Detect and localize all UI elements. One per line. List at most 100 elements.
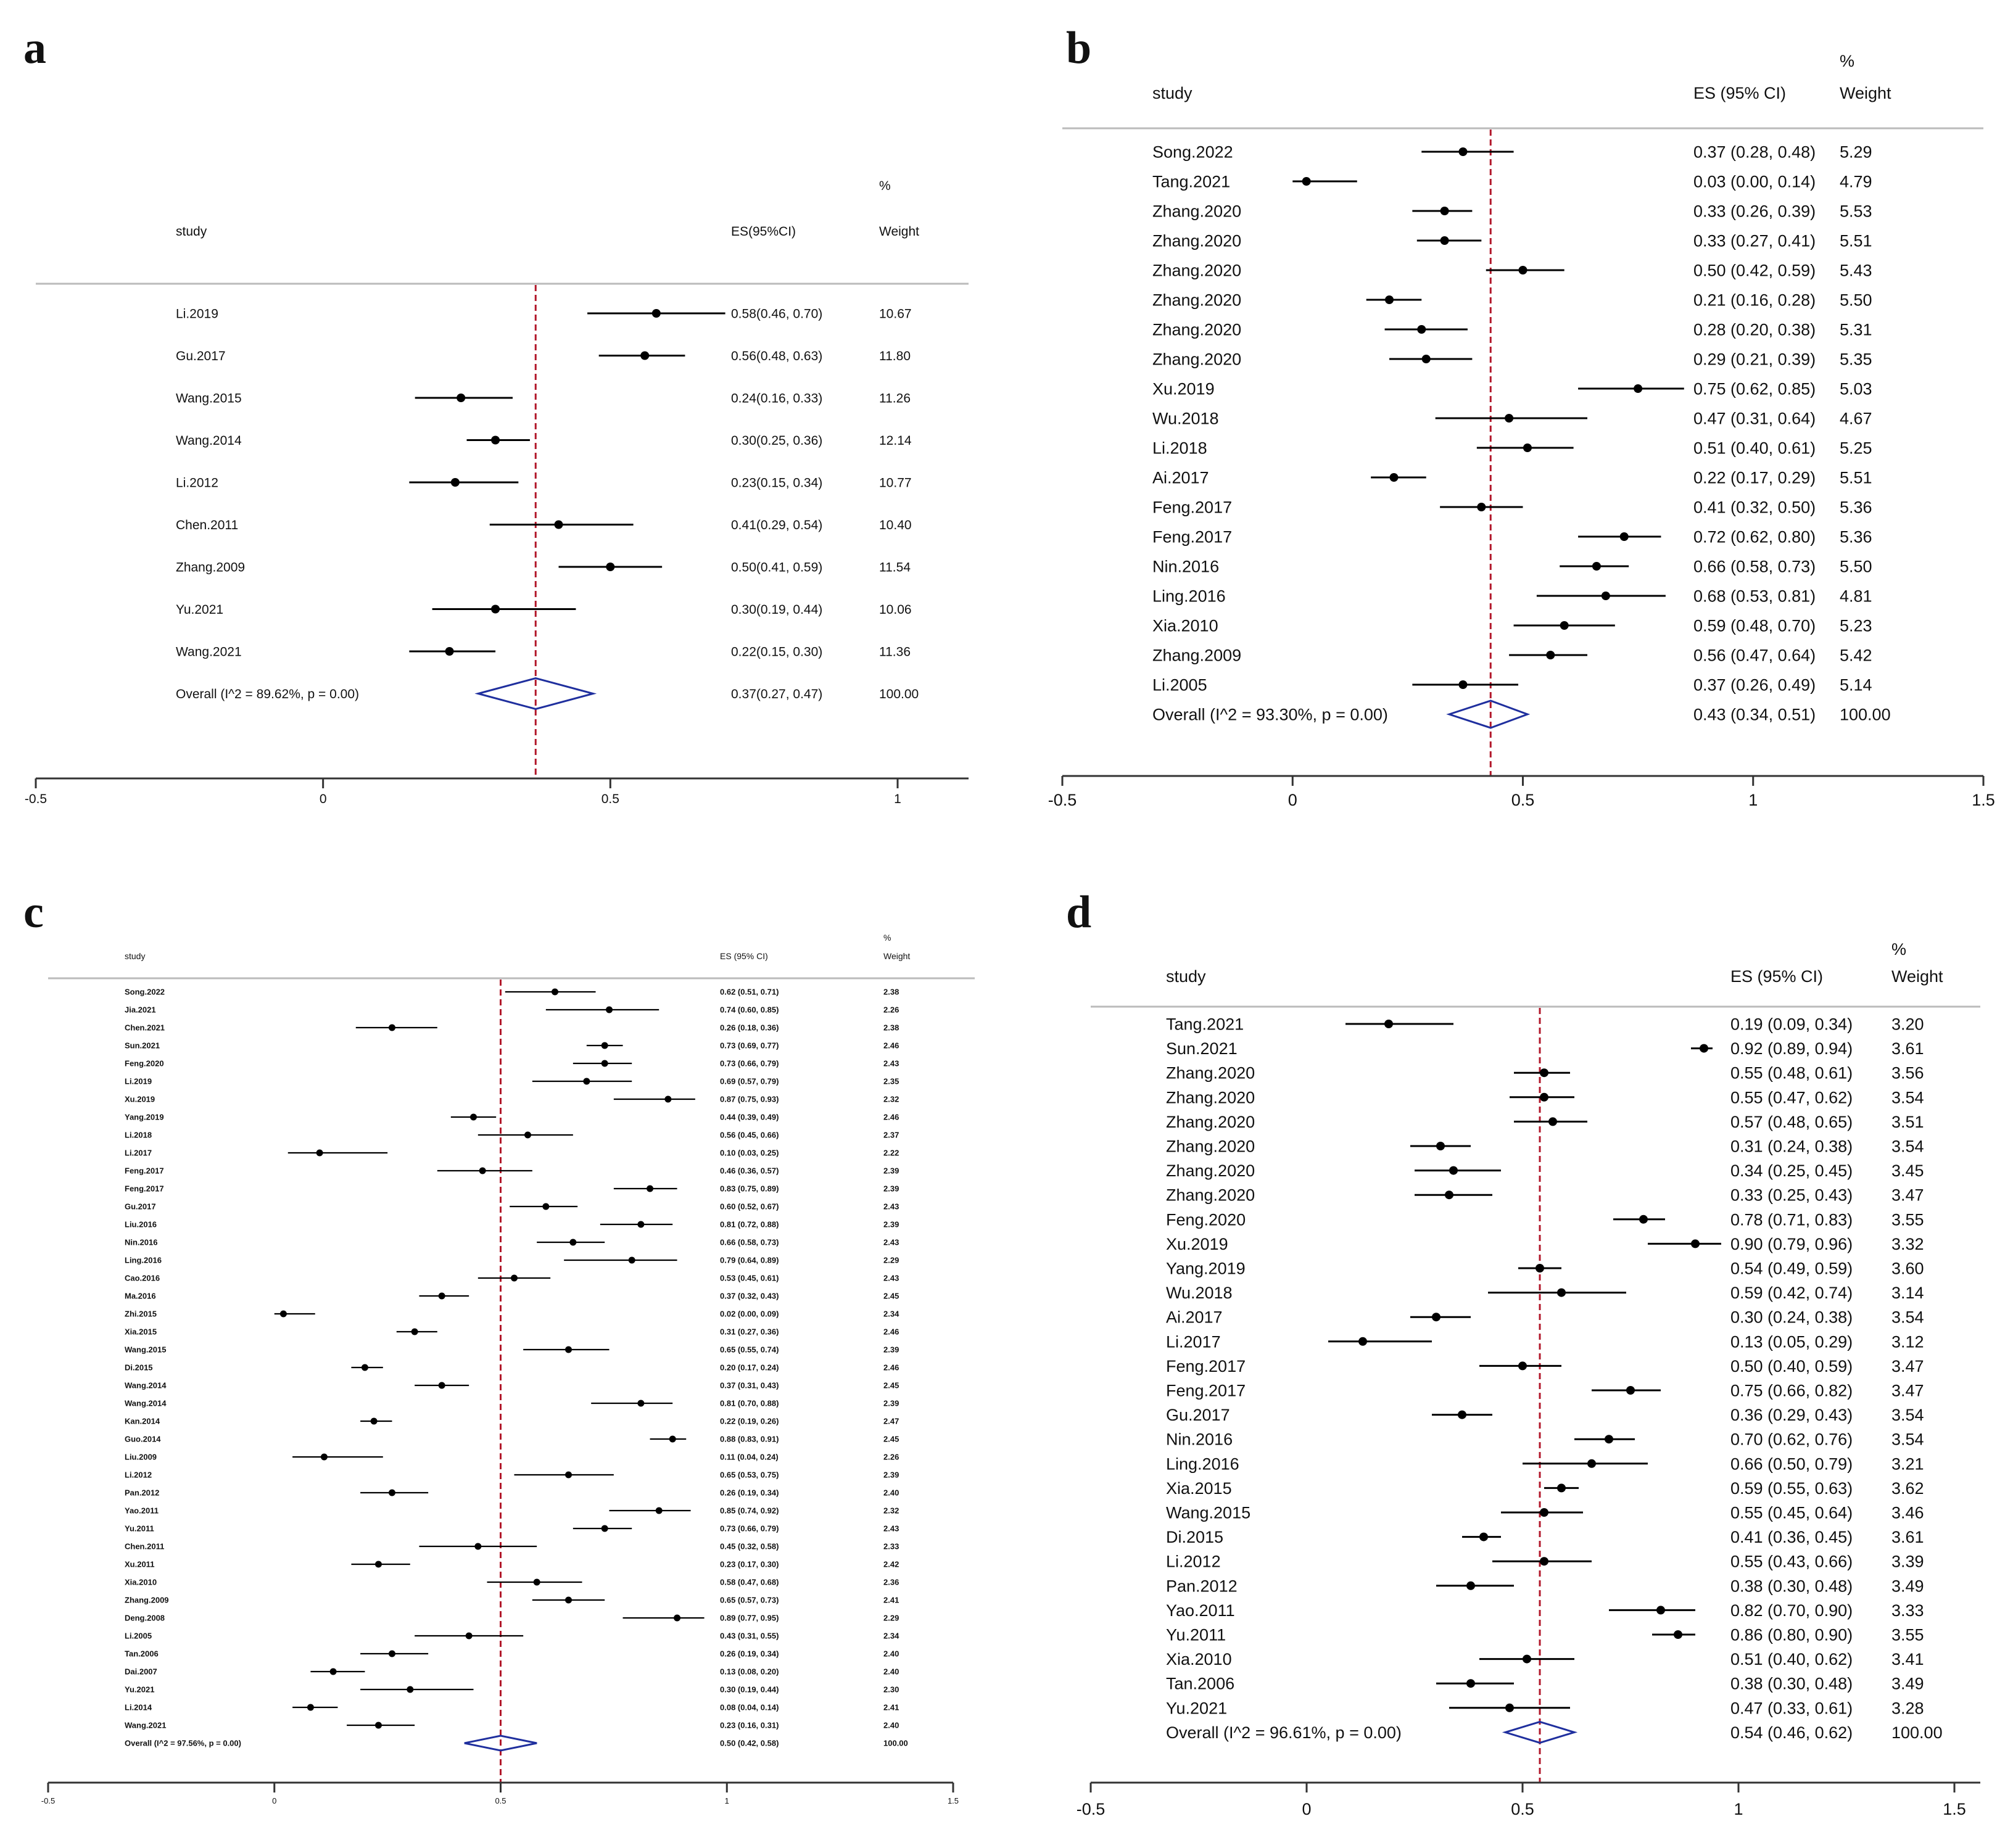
weight-label: 2.46 <box>883 1327 899 1337</box>
study-header: study <box>176 225 207 239</box>
effect-size-label: 0.65 (0.55, 0.74) <box>720 1345 779 1355</box>
x-tick-label: -0.5 <box>41 1796 55 1805</box>
overall-weight-label: 100.00 <box>883 1739 908 1748</box>
effect-size-label: 0.11 (0.04, 0.24) <box>720 1453 779 1462</box>
weight-percent-header: % <box>1891 940 1906 959</box>
effect-point <box>1440 236 1449 245</box>
effect-size-label: 0.51 (0.40, 0.62) <box>1730 1650 1853 1669</box>
weight-label: 5.25 <box>1840 439 1872 457</box>
weight-label: 2.40 <box>883 1667 899 1677</box>
effect-point <box>647 1185 654 1192</box>
study-label: Yu.2011 <box>125 1524 154 1533</box>
study-label: Xia.2010 <box>125 1578 157 1587</box>
effect-point <box>637 1221 645 1228</box>
effect-size-label: 0.58 (0.47, 0.68) <box>720 1578 779 1587</box>
weight-label: 2.39 <box>883 1220 899 1229</box>
overall-label: Overall (I^2 = 89.62%, p = 0.00) <box>176 687 359 701</box>
overall-diamond <box>474 677 597 711</box>
weight-percent-header: % <box>883 933 891 943</box>
study-label: Di.2015 <box>125 1363 153 1372</box>
study-label: Jia.2021 <box>125 1005 156 1015</box>
weight-label: 2.41 <box>883 1596 899 1605</box>
study-label: Li.2005 <box>1152 675 1207 694</box>
effect-point <box>1436 1142 1445 1150</box>
effect-point <box>640 351 650 360</box>
study-label: Sun.2021 <box>1166 1039 1238 1058</box>
weight-label: 3.54 <box>1891 1137 1924 1155</box>
overall-diamond <box>1446 699 1531 729</box>
effect-point <box>1466 1581 1475 1590</box>
effect-point <box>361 1364 368 1371</box>
weight-label: 5.29 <box>1840 142 1872 161</box>
study-label: Xia.2015 <box>1166 1479 1232 1498</box>
forest-panel-d: d study ES (95% CI)% Weight Tang.2021 0.19 (0… <box>1066 887 1980 1818</box>
effect-size-label: 0.37 (0.32, 0.43) <box>720 1292 779 1301</box>
panel-letter: d <box>1066 887 1091 938</box>
study-header: study <box>1152 84 1193 102</box>
x-tick-label: 0 <box>272 1796 276 1805</box>
effect-size-label: 0.30 (0.24, 0.38) <box>1730 1308 1853 1327</box>
panel-letter: b <box>1066 23 1091 73</box>
x-tick-label: -0.5 <box>1077 1800 1106 1818</box>
weight-label: 3.56 <box>1891 1064 1924 1083</box>
effect-point <box>1540 1092 1548 1102</box>
study-label: Li.2005 <box>125 1631 152 1641</box>
weight-label: 2.39 <box>883 1184 899 1194</box>
effect-point <box>1557 1483 1566 1493</box>
es-header: ES (95% CI) <box>1693 84 1786 102</box>
effect-size-label: 0.78 (0.71, 0.83) <box>1730 1210 1853 1229</box>
effect-size-label: 0.89 (0.77, 0.95) <box>720 1614 779 1623</box>
effect-point <box>320 1453 328 1461</box>
effect-size-label: 0.65 (0.57, 0.73) <box>720 1596 779 1605</box>
effect-point <box>552 988 559 996</box>
effect-size-label: 0.26 (0.19, 0.34) <box>720 1488 779 1498</box>
study-header: study <box>125 951 145 961</box>
study-label: Feng.2017 <box>1166 1357 1246 1376</box>
weight-label: 3.28 <box>1891 1699 1924 1717</box>
effect-size-label: 0.10 (0.03, 0.25) <box>720 1149 779 1158</box>
effect-point <box>445 647 454 656</box>
weight-label: 3.49 <box>1891 1675 1924 1693</box>
weight-label: 10.40 <box>879 518 912 532</box>
effect-point <box>1674 1630 1682 1639</box>
study-label: Guo.2014 <box>125 1435 161 1444</box>
weight-label: 2.32 <box>883 1095 899 1104</box>
overall-weight-label: 100.00 <box>879 687 919 701</box>
effect-point <box>669 1435 676 1443</box>
x-tick-label: 0 <box>320 792 327 806</box>
study-label: Xu.2019 <box>1152 379 1215 398</box>
study-label: Zhang.2020 <box>1166 1186 1255 1205</box>
weight-label: 2.33 <box>883 1542 899 1551</box>
effect-size-label: 0.57 (0.48, 0.65) <box>1730 1113 1853 1131</box>
effect-point <box>1626 1386 1635 1395</box>
weight-label: 2.39 <box>883 1166 899 1176</box>
x-tick-label: 0.5 <box>601 792 619 806</box>
effect-point <box>457 394 466 402</box>
study-label: Chen.2011 <box>125 1542 164 1551</box>
weight-label: 3.20 <box>1891 1015 1924 1033</box>
study-label: Li.2019 <box>125 1077 152 1086</box>
study-label: Zhang.2020 <box>1152 291 1241 309</box>
weight-header: Weight <box>1891 967 1943 986</box>
study-label: Pan.2012 <box>125 1488 159 1498</box>
weight-label: 2.29 <box>883 1614 899 1623</box>
overall-diamond <box>1502 1720 1578 1744</box>
weight-header: Weight <box>879 225 919 239</box>
effect-point <box>1700 1044 1708 1053</box>
study-label: Yu.2021 <box>125 1685 154 1694</box>
effect-size-label: 0.19 (0.09, 0.34) <box>1730 1015 1853 1033</box>
effect-point <box>1458 147 1468 156</box>
weight-label: 2.45 <box>883 1435 899 1444</box>
effect-point <box>554 520 563 529</box>
weight-label: 2.43 <box>883 1202 899 1211</box>
study-label: Wu.2018 <box>1166 1284 1233 1302</box>
weight-label: 3.21 <box>1891 1454 1924 1473</box>
study-label: Zhi.2015 <box>125 1310 157 1319</box>
effect-point <box>1656 1606 1665 1615</box>
effect-size-label: 0.86 (0.80, 0.90) <box>1730 1625 1853 1644</box>
weight-label: 10.67 <box>879 307 912 321</box>
effect-size-label: 0.43 (0.31, 0.55) <box>720 1631 779 1641</box>
effect-point <box>388 1489 395 1496</box>
study-label: Song.2022 <box>125 988 165 997</box>
effect-point <box>1417 325 1426 334</box>
